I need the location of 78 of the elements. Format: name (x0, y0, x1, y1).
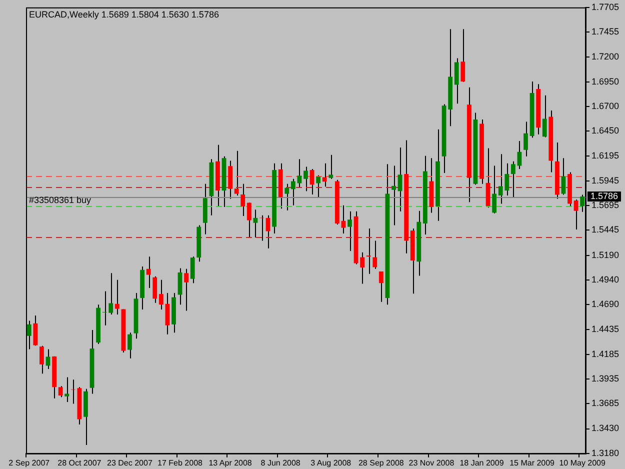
y-tick-label: 1.4690 (591, 299, 620, 310)
y-tick-label: 1.7705 (591, 2, 620, 12)
ref-line-label: 1.5786 (590, 191, 618, 202)
candlestick (348, 210, 352, 252)
candlestick (542, 94, 547, 138)
x-tick-label: 3 Aug 2008 (310, 458, 352, 468)
x-tick-label: 8 Jun 2008 (260, 458, 301, 468)
x-tick-label: 23 Dec 2007 (107, 458, 153, 468)
chart-title: EURCAD,Weekly 1.5689 1.5804 1.5630 1.5786 (29, 9, 219, 20)
candlestick (372, 240, 378, 270)
candlestick (246, 202, 252, 238)
candlestick (524, 121, 528, 157)
candlestick (46, 348, 50, 370)
y-tick-label: 1.5945 (591, 175, 620, 186)
candlestick (492, 165, 497, 214)
candlestick (40, 345, 44, 374)
candlestick (517, 140, 522, 170)
candlestick (290, 178, 296, 206)
candlestick (152, 276, 158, 304)
y-tick-label: 1.3430 (591, 423, 620, 434)
candlestick (561, 158, 566, 196)
candlestick (398, 147, 402, 212)
y-tick-label: 1.4185 (591, 348, 620, 359)
candlestick (64, 376, 70, 403)
candlestick (297, 158, 302, 188)
candlestick (378, 270, 384, 302)
x-tick-label: 18 Jan 2009 (460, 458, 504, 468)
x-tick-label: 28 Oct 2007 (58, 458, 102, 468)
candlestick (33, 315, 38, 346)
candlestick (341, 204, 346, 234)
candlestick (454, 58, 459, 104)
y-tick-label: 1.5190 (591, 250, 620, 260)
candlestick (366, 228, 371, 274)
candlestick (360, 252, 365, 284)
x-tick-label: 15 Mar 2009 (510, 458, 556, 468)
candlestick (510, 160, 516, 198)
candlestick (190, 256, 195, 284)
candlestick (392, 165, 396, 226)
y-tick-label: 1.3180 (591, 448, 620, 458)
candlestick (253, 209, 258, 238)
candlestick (114, 279, 120, 316)
candlestick (240, 183, 246, 216)
candlestick (486, 148, 490, 208)
candlestick (284, 183, 290, 211)
x-tick-label: 2 Sep 2007 (8, 458, 50, 468)
y-tick-label: 1.5695 (591, 200, 620, 210)
candlestick (260, 214, 264, 242)
y-tick-label: 1.6950 (591, 76, 620, 86)
candlestick (574, 199, 578, 230)
ref-line-label: #33508361 buy (29, 194, 92, 205)
candlestick (146, 256, 151, 289)
candlestick (178, 268, 182, 306)
candlestick (228, 160, 232, 200)
candlestick (58, 386, 63, 398)
y-tick-label: 1.4940 (591, 274, 620, 284)
y-tick-label: 1.6450 (591, 126, 620, 136)
y-tick-label: 1.7455 (591, 26, 620, 37)
x-tick-label: 17 Feb 2008 (158, 458, 204, 468)
candlestick (310, 168, 314, 195)
y-tick-label: 1.3935 (591, 373, 620, 384)
x-tick-label: 13 Apr 2008 (208, 458, 252, 468)
candlestick (316, 174, 321, 198)
x-tick-label: 10 May 2009 (559, 458, 606, 468)
candlestick (234, 150, 239, 196)
candlestick (322, 162, 327, 188)
y-tick-label: 1.6700 (591, 100, 620, 111)
candlestick (328, 154, 334, 180)
candlestick (184, 268, 188, 312)
candlestick (304, 166, 308, 192)
x-tick-label: 28 Sep 2008 (358, 458, 404, 468)
y-tick-label: 1.6195 (591, 150, 620, 161)
y-tick-label: 1.4435 (591, 324, 620, 334)
y-tick-label: 1.7200 (591, 52, 620, 62)
candlestick (128, 332, 132, 359)
candlestick (460, 28, 466, 82)
y-tick-label: 1.3685 (591, 398, 620, 408)
y-tick-label: 1.5445 (591, 224, 620, 235)
x-tick-label: 23 Nov 2008 (408, 458, 455, 468)
